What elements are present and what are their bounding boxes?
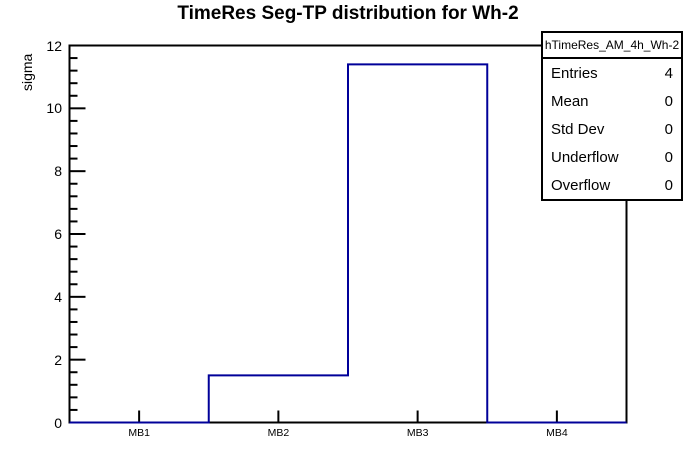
stats-label: Overflow <box>551 176 611 194</box>
stats-box-rows: Entries 4 Mean 0 Std Dev 0 Underflow 0 O… <box>543 59 681 199</box>
histogram-line <box>69 63 627 424</box>
y-tick-label: 12 <box>46 37 62 54</box>
stats-value: 0 <box>664 176 673 194</box>
stats-row-underflow: Underflow 0 <box>543 143 681 171</box>
stats-label: Mean <box>551 92 589 110</box>
y-axis-title: sigma <box>19 53 35 91</box>
stats-value: 0 <box>664 92 673 110</box>
stats-label: Std Dev <box>551 120 605 138</box>
y-tick-label: 2 <box>54 351 62 368</box>
y-tick-label: 0 <box>54 414 62 431</box>
stats-row-overflow: Overflow 0 <box>543 171 681 199</box>
stats-label: Entries <box>551 64 598 82</box>
y-tick-label: 6 <box>54 226 62 242</box>
x-tick-label: MB1 <box>128 427 150 439</box>
y-tick-label: 4 <box>54 288 62 305</box>
stats-box: hTimeRes_AM_4h_Wh-2 Entries 4 Mean 0 Std… <box>541 31 683 201</box>
y-tick-label: 10 <box>46 100 62 117</box>
stats-value: 4 <box>664 64 673 82</box>
stats-row-mean: Mean 0 <box>543 87 681 115</box>
chart-title: TimeRes Seg-TP distribution for Wh-2 <box>177 3 519 24</box>
stats-row-stddev: Std Dev 0 <box>543 115 681 143</box>
stats-box-header: hTimeRes_AM_4h_Wh-2 <box>543 33 681 59</box>
x-tick-label: MB3 <box>406 427 429 439</box>
stats-value: 0 <box>664 120 673 138</box>
stats-row-entries: Entries 4 <box>543 59 681 87</box>
x-tick-label: MB2 <box>267 427 290 439</box>
y-tick-label: 8 <box>54 163 62 180</box>
stats-label: Underflow <box>551 148 619 166</box>
x-tick-label: MB4 <box>546 427 568 439</box>
stats-value: 0 <box>664 148 673 166</box>
